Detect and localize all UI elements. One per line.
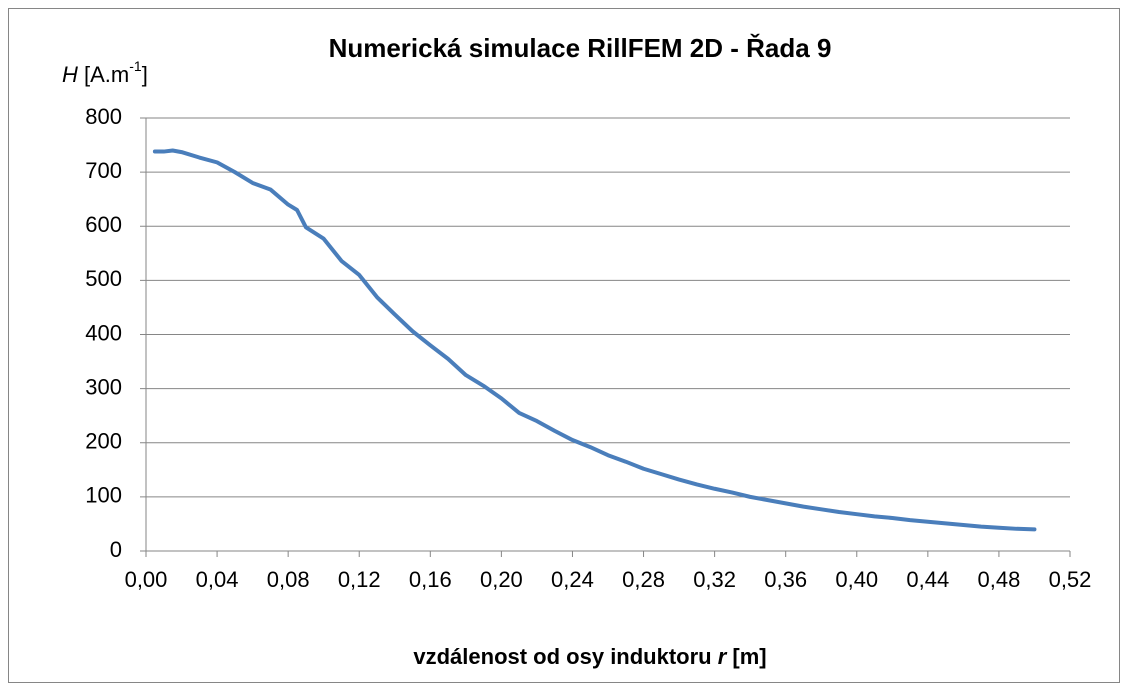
y-tick-label: 600: [85, 212, 122, 237]
y-axis-label: H [A.m-1]: [62, 58, 148, 87]
x-label-symbol: r: [718, 644, 728, 669]
x-label-unit: [m]: [726, 644, 766, 669]
x-tick-label: 0,36: [764, 567, 807, 592]
x-tick-label: 0,00: [125, 567, 168, 592]
y-tick-label: 100: [85, 483, 122, 508]
x-tick-label: 0,16: [409, 567, 452, 592]
y-tick-label: 300: [85, 374, 122, 399]
x-label-text: vzdálenost od osy induktoru: [413, 644, 717, 669]
x-tick-label: 0,20: [480, 567, 523, 592]
y-tick-label: 0: [110, 537, 122, 562]
data-line: [152, 148, 1037, 532]
x-tick-label: 0,52: [1049, 567, 1092, 592]
x-tick-label: 0,32: [693, 567, 736, 592]
x-tick-label: 0,40: [835, 567, 878, 592]
y-tick-label: 200: [85, 429, 122, 454]
y-label-symbol: H: [62, 62, 78, 87]
y-tick-label: 400: [85, 320, 122, 345]
x-tick-label: 0,28: [622, 567, 665, 592]
x-tick-label: 0,24: [551, 567, 594, 592]
chart-title: Numerická simulace RillFEM 2D - Řada 9: [329, 33, 832, 63]
y-tick-label: 800: [85, 104, 122, 129]
chart-border: [8, 8, 1120, 683]
x-tick-label: 0,12: [338, 567, 381, 592]
y-label-unit: [A.m: [78, 62, 129, 87]
y-label-exponent: -1: [129, 58, 142, 74]
x-tick-label: 0,04: [196, 567, 239, 592]
x-tick-label: 0,44: [906, 567, 949, 592]
y-tick-label: 500: [85, 266, 122, 291]
x-axis-label: vzdálenost od osy induktoru r [m]: [413, 644, 766, 669]
x-tick-label: 0,08: [267, 567, 310, 592]
y-label-close: ]: [142, 62, 148, 87]
x-tick-label: 0,48: [978, 567, 1021, 592]
y-tick-label: 700: [85, 158, 122, 183]
